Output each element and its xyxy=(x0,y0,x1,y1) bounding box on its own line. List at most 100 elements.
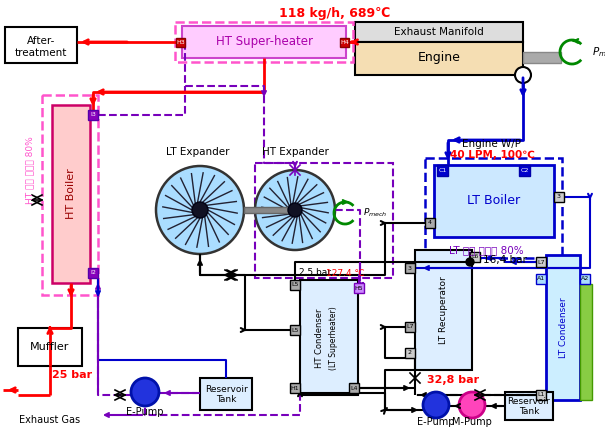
FancyBboxPatch shape xyxy=(5,27,77,63)
FancyBboxPatch shape xyxy=(290,383,300,393)
Text: 40 LPM, 100℃: 40 LPM, 100℃ xyxy=(450,150,534,160)
Text: HT Super-heater: HT Super-heater xyxy=(215,36,313,48)
Text: C1: C1 xyxy=(439,168,446,173)
Circle shape xyxy=(466,258,474,266)
Text: L5: L5 xyxy=(292,282,299,288)
FancyBboxPatch shape xyxy=(18,328,82,366)
Text: L4: L4 xyxy=(350,385,358,391)
FancyBboxPatch shape xyxy=(88,110,98,120)
Circle shape xyxy=(423,392,449,418)
FancyBboxPatch shape xyxy=(434,165,554,237)
FancyBboxPatch shape xyxy=(546,255,580,400)
Text: HT Boiler: HT Boiler xyxy=(66,168,76,220)
FancyBboxPatch shape xyxy=(405,322,415,332)
Text: treatment: treatment xyxy=(15,48,67,58)
Circle shape xyxy=(515,67,531,83)
FancyBboxPatch shape xyxy=(580,284,592,400)
Circle shape xyxy=(255,170,335,250)
Text: Reservoir: Reservoir xyxy=(508,397,551,405)
FancyBboxPatch shape xyxy=(176,38,185,47)
Text: Tank: Tank xyxy=(216,395,236,404)
Circle shape xyxy=(192,202,208,218)
Text: 118 kg/h, 689℃: 118 kg/h, 689℃ xyxy=(280,6,391,19)
Text: M-Pump: M-Pump xyxy=(452,417,492,427)
Text: LT Recuperator: LT Recuperator xyxy=(439,276,448,344)
FancyBboxPatch shape xyxy=(536,390,546,400)
Text: 2,5 bar,: 2,5 bar, xyxy=(299,268,333,278)
FancyBboxPatch shape xyxy=(182,26,346,58)
Text: HT Condenser: HT Condenser xyxy=(315,308,324,368)
Text: $P_{mech}$: $P_{mech}$ xyxy=(592,45,605,59)
Text: HT Expander: HT Expander xyxy=(261,147,329,157)
FancyBboxPatch shape xyxy=(355,22,523,42)
FancyBboxPatch shape xyxy=(88,268,98,278)
FancyBboxPatch shape xyxy=(200,378,252,410)
Text: LT 폐열 회수율 80%: LT 폐열 회수율 80% xyxy=(449,245,523,255)
Circle shape xyxy=(131,378,159,406)
FancyBboxPatch shape xyxy=(580,274,590,284)
FancyBboxPatch shape xyxy=(505,392,553,420)
Text: Tank: Tank xyxy=(519,407,539,417)
Text: 32,8 bar: 32,8 bar xyxy=(427,375,479,385)
Text: E-Pump: E-Pump xyxy=(126,407,164,417)
FancyBboxPatch shape xyxy=(437,165,448,176)
FancyBboxPatch shape xyxy=(300,280,358,395)
FancyBboxPatch shape xyxy=(523,52,561,63)
Text: 127.4 ℃: 127.4 ℃ xyxy=(325,268,364,278)
Text: I2: I2 xyxy=(90,271,96,275)
FancyBboxPatch shape xyxy=(290,280,300,290)
FancyBboxPatch shape xyxy=(405,348,415,358)
Text: After-: After- xyxy=(27,36,55,46)
Text: Exhaust Gas: Exhaust Gas xyxy=(19,415,80,425)
Text: 4: 4 xyxy=(428,220,432,226)
Text: Muffler: Muffler xyxy=(30,342,70,352)
FancyBboxPatch shape xyxy=(290,325,300,335)
FancyBboxPatch shape xyxy=(536,274,546,284)
Text: H5: H5 xyxy=(355,285,364,291)
FancyBboxPatch shape xyxy=(536,257,546,267)
Text: L7: L7 xyxy=(406,324,414,330)
Text: H3: H3 xyxy=(176,40,185,45)
Text: A2: A2 xyxy=(581,277,589,281)
Text: LT Expander: LT Expander xyxy=(166,147,230,157)
FancyBboxPatch shape xyxy=(519,165,530,176)
Text: I3: I3 xyxy=(90,113,96,117)
FancyBboxPatch shape xyxy=(354,283,364,293)
Text: 3: 3 xyxy=(557,194,561,200)
Text: LT Condenser: LT Condenser xyxy=(558,298,567,359)
FancyBboxPatch shape xyxy=(554,192,564,202)
Text: $P_{mech}$: $P_{mech}$ xyxy=(363,207,388,219)
Text: 16,4 bar: 16,4 bar xyxy=(483,255,527,265)
Text: H1: H1 xyxy=(290,385,299,391)
Text: L5: L5 xyxy=(292,327,299,333)
Text: 3: 3 xyxy=(408,265,412,271)
Text: Engine W/P: Engine W/P xyxy=(462,139,522,149)
FancyBboxPatch shape xyxy=(425,218,435,228)
Text: Reservoir: Reservoir xyxy=(204,385,247,394)
Text: 2: 2 xyxy=(408,350,412,355)
Text: Engine: Engine xyxy=(417,52,460,65)
FancyBboxPatch shape xyxy=(244,207,295,213)
Text: L7: L7 xyxy=(537,259,544,265)
FancyBboxPatch shape xyxy=(415,250,472,370)
FancyBboxPatch shape xyxy=(470,252,480,262)
Text: A1: A1 xyxy=(537,277,545,281)
Circle shape xyxy=(288,203,302,217)
FancyBboxPatch shape xyxy=(349,383,359,393)
Text: Exhaust Manifold: Exhaust Manifold xyxy=(394,27,484,37)
FancyBboxPatch shape xyxy=(340,38,349,47)
Text: 25 bar: 25 bar xyxy=(52,370,92,380)
Text: H4: H4 xyxy=(340,40,349,45)
Circle shape xyxy=(459,392,485,418)
FancyBboxPatch shape xyxy=(405,263,415,273)
Text: L1: L1 xyxy=(537,392,544,397)
Text: LT Boiler: LT Boiler xyxy=(468,194,520,207)
Text: (LT Superheater): (LT Superheater) xyxy=(329,306,338,370)
Circle shape xyxy=(156,166,244,254)
Text: E-Pump: E-Pump xyxy=(417,417,455,427)
FancyBboxPatch shape xyxy=(355,42,523,75)
Text: HT 폐열 회수율 80%: HT 폐열 회수율 80% xyxy=(25,136,34,204)
FancyBboxPatch shape xyxy=(52,105,90,283)
Text: L6: L6 xyxy=(471,255,479,259)
Text: C2: C2 xyxy=(520,168,529,173)
